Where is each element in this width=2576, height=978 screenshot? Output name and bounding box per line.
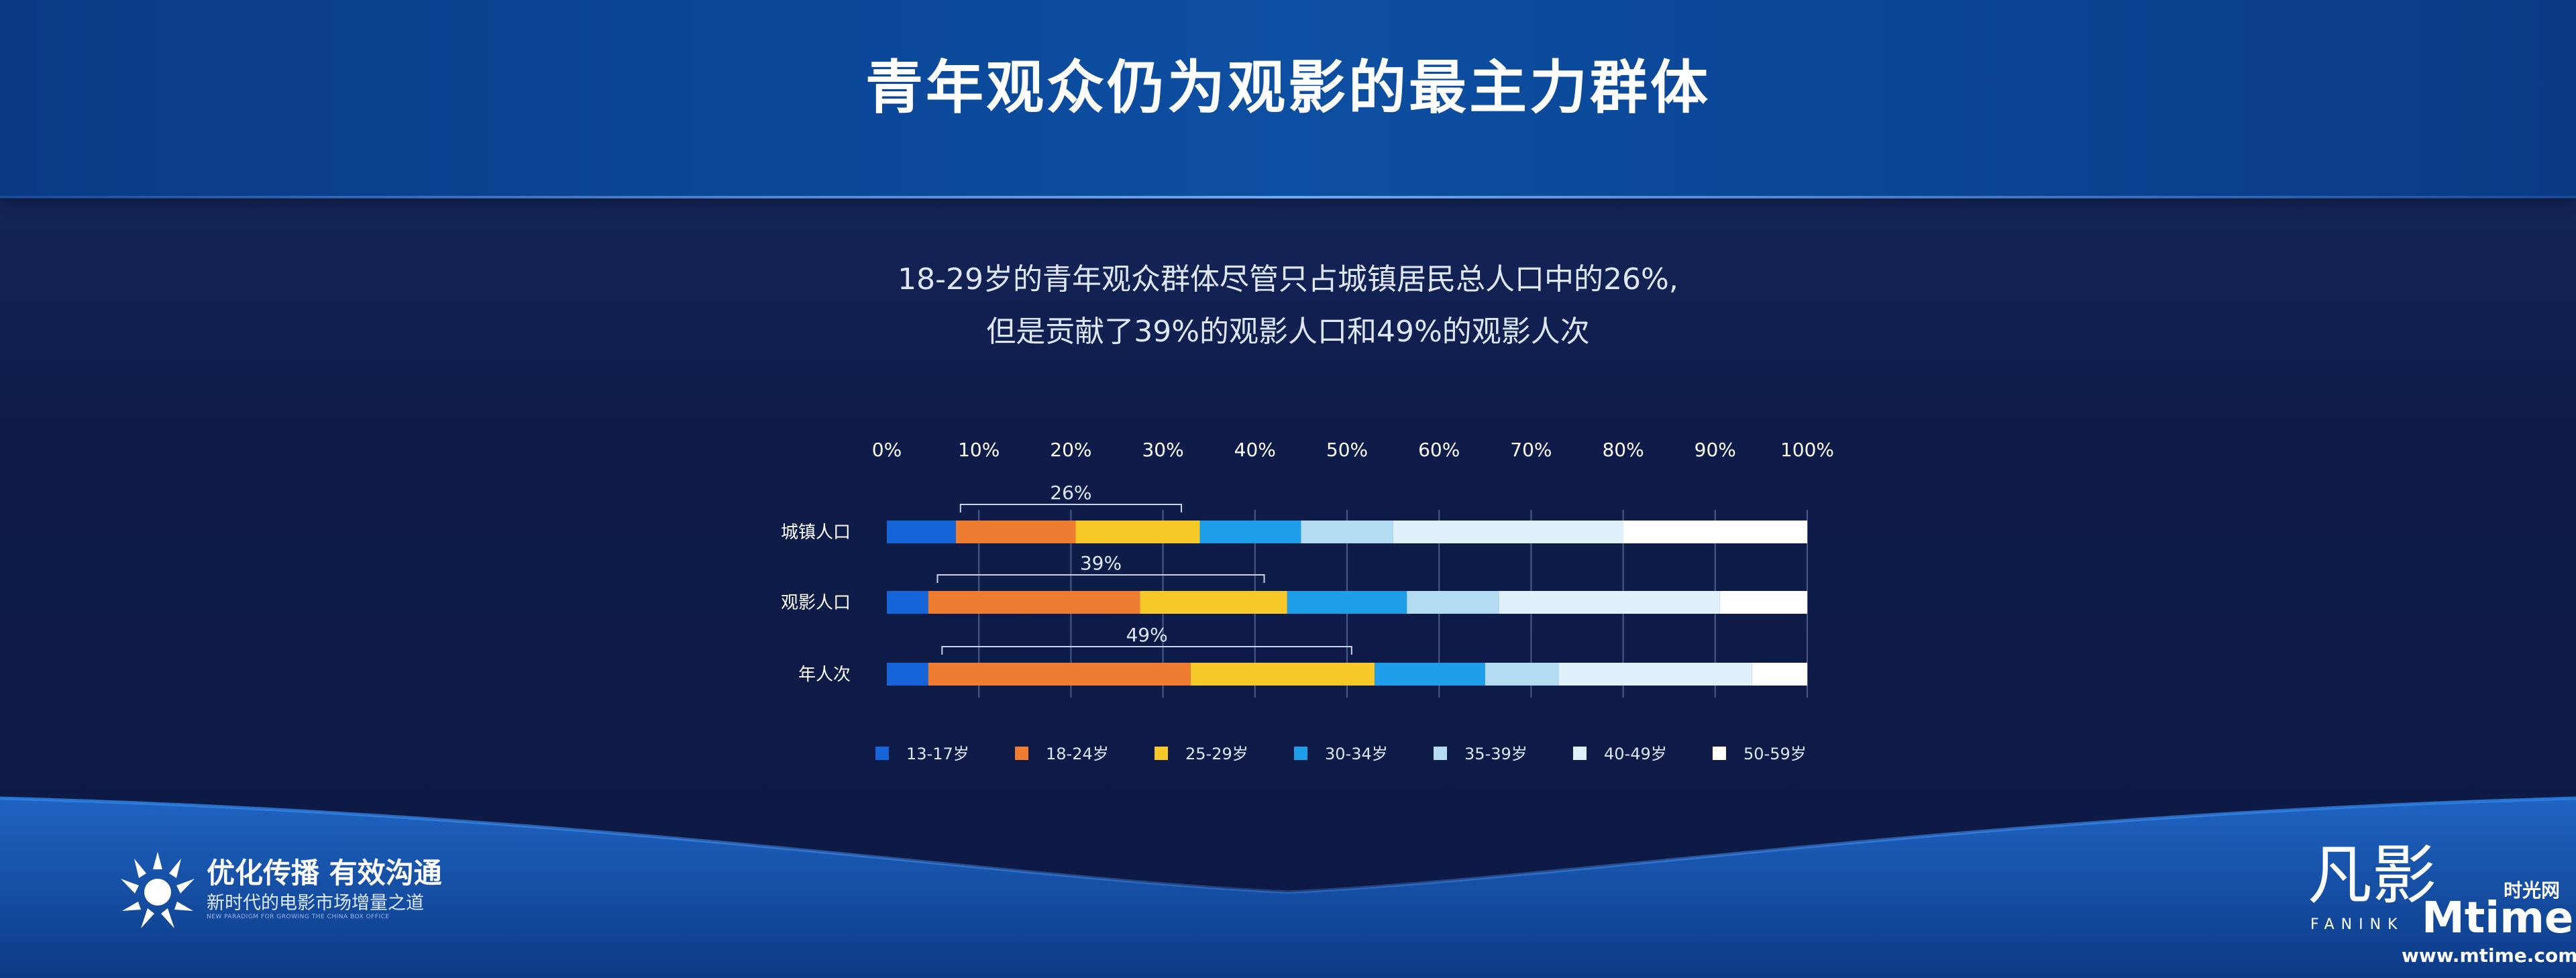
- slogan-sub: 新时代的电影市场增量之道: [207, 893, 424, 914]
- bar-segment: [1719, 591, 1807, 614]
- bar-segment: [1375, 663, 1485, 686]
- x-tick-label: 10%: [958, 439, 1000, 461]
- legend-swatch: [875, 747, 889, 760]
- legend-swatch: [1294, 747, 1307, 760]
- x-tick-label: 30%: [1142, 439, 1183, 461]
- slogan-main: 优化传播 有效沟通: [207, 857, 442, 889]
- bar-segment: [1499, 591, 1720, 614]
- annotations: 26% 39% 49%: [936, 482, 1352, 655]
- x-tick-label: 90%: [1695, 439, 1736, 461]
- x-tick-label: 100%: [1780, 439, 1834, 461]
- mtime-logo: Mtime: [2422, 893, 2574, 943]
- mtime-cn-label: 时光网: [2504, 879, 2561, 902]
- bar-segment: [1190, 663, 1375, 686]
- header-band: [0, 0, 2576, 198]
- annotation-label: 49%: [1126, 624, 1167, 646]
- category-label: 城镇人口: [781, 523, 851, 543]
- subtitle: 18-29岁的青年观众群体尽管只占城镇居民总人口中的26%, 但是贡献了39%的…: [0, 254, 2576, 358]
- bar-segment: [1485, 663, 1559, 686]
- category-label: 观影人口: [781, 593, 851, 613]
- bar-segment: [1301, 521, 1393, 543]
- legend-swatch: [1015, 747, 1028, 760]
- legend-label: 13-17岁: [906, 745, 969, 763]
- subtitle-line-2: 但是贡献了39%的观影人口和49%的观影人次: [986, 315, 1590, 349]
- footer-logos: 凡影 FANINK 时光网 Mtime www.mtime.com: [2294, 838, 2576, 973]
- mtime-url: www.mtime.com: [2402, 944, 2576, 967]
- x-tick-label: 80%: [1602, 439, 1644, 461]
- bar-segment: [1558, 663, 1752, 686]
- bar-segment: [887, 521, 956, 543]
- bar-segment: [955, 521, 1076, 543]
- legend-swatch: [1155, 747, 1168, 760]
- bar-segment: [1140, 591, 1287, 614]
- bar-segment: [928, 663, 1191, 686]
- bar-segment: [1075, 521, 1200, 543]
- footer-slogan: 优化传播 有效沟通 新时代的电影市场增量之道 NEW PARADIGM FOR …: [114, 847, 463, 934]
- legend-label: 50-59岁: [1743, 745, 1807, 763]
- header-divider: [0, 196, 2576, 199]
- bars: [887, 521, 1807, 686]
- bar-segment: [928, 591, 1140, 614]
- category-label: 年人次: [798, 665, 851, 685]
- annotation-label: 26%: [1050, 482, 1091, 504]
- annotation-bracket: [941, 646, 1352, 655]
- legend-swatch: [1434, 747, 1447, 760]
- bar-segment: [887, 591, 928, 614]
- x-tick-label: 40%: [1234, 439, 1276, 461]
- bar-segment: [1407, 591, 1499, 614]
- legend-swatch: [1713, 747, 1726, 760]
- x-tick-label: 0%: [872, 439, 902, 461]
- x-tick-label: 60%: [1418, 439, 1460, 461]
- bar-segment: [1393, 521, 1623, 543]
- bar-segment: [1199, 521, 1301, 543]
- legend-label: 25-29岁: [1185, 745, 1248, 763]
- legend-label: 30-34岁: [1325, 745, 1388, 763]
- legend-label: 35-39岁: [1464, 745, 1527, 763]
- x-axis-ticks: 0% 10% 20% 30% 40% 50% 60% 70% 80% 90% 100%: [872, 439, 1834, 461]
- legend: 13-17岁 18-24岁 25-29岁 30-34岁 35-39岁 40-49岁 50-5…: [875, 745, 1807, 763]
- x-tick-label: 70%: [1510, 439, 1552, 461]
- annotation-bracket: [959, 504, 1183, 512]
- annotation-label: 39%: [1080, 552, 1122, 574]
- x-tick-label: 50%: [1326, 439, 1368, 461]
- page-title: 青年观众仍为观影的最主力群体: [865, 54, 1711, 121]
- bar-segment: [1752, 663, 1807, 686]
- x-tick-label: 20%: [1050, 439, 1091, 461]
- bar-segment: [1287, 591, 1407, 614]
- sunburst-logo-icon: [121, 852, 195, 928]
- legend-label: 40-49岁: [1604, 745, 1667, 763]
- bar-segment: [1623, 521, 1807, 543]
- bar-segment: [887, 663, 928, 686]
- legend-label: 18-24岁: [1046, 745, 1109, 763]
- fanink-logo: 凡影: [2308, 838, 2436, 913]
- fanink-text: FANINK: [2310, 916, 2404, 933]
- legend-swatch: [1573, 747, 1587, 760]
- slogan-en: NEW PARADIGM FOR GROWING THE CHINA BOX O…: [207, 914, 390, 920]
- subtitle-line-1: 18-29岁的青年观众群体尽管只占城镇居民总人口中的26%,: [898, 262, 1678, 296]
- annotation-bracket: [936, 574, 1265, 583]
